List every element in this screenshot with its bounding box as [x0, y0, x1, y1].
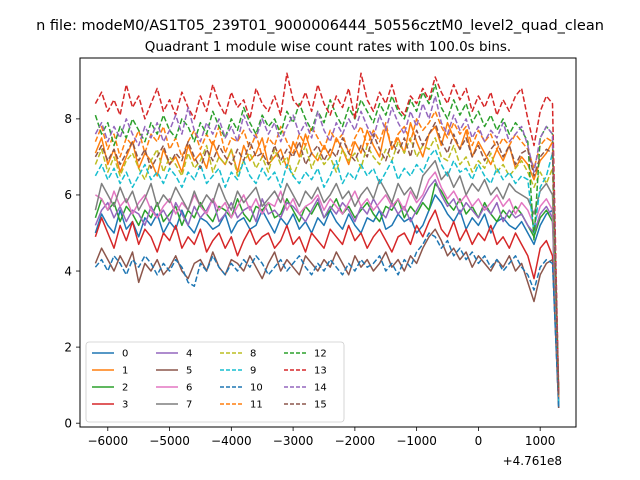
y-axis: 0 2 4 6 8: [64, 112, 80, 430]
series-line-12: [94, 83, 560, 393]
x-tick-label: −5000: [149, 434, 190, 448]
series-line-11: [94, 110, 560, 397]
series-line-13: [94, 72, 560, 393]
series-line-4: [94, 178, 560, 405]
series-line-7: [94, 159, 560, 401]
legend-label-14: 14: [314, 383, 327, 394]
legend-label-5: 5: [186, 366, 192, 377]
y-tick-label: 2: [64, 340, 72, 354]
axes-frame: [79, 57, 577, 428]
legend-label-3: 3: [122, 400, 128, 411]
x-tick-label: −3000: [273, 434, 314, 448]
legend-label-10: 10: [250, 383, 263, 394]
legend-label-11: 11: [250, 400, 263, 411]
legend-label-9: 9: [250, 366, 256, 377]
series-line-15: [94, 121, 560, 397]
y-tick-label: 8: [64, 112, 72, 126]
y-tick-label: 6: [64, 188, 72, 202]
series-line-3: [94, 209, 560, 405]
legend-label-13: 13: [314, 366, 327, 377]
series-line-8: [94, 137, 560, 397]
series-line-9: [94, 148, 560, 405]
chart-title: Quadrant 1 module wise count rates with …: [145, 39, 511, 55]
legend-label-1: 1: [122, 366, 128, 377]
x-tick-label: −1000: [396, 434, 437, 448]
series-layer: [94, 72, 560, 409]
x-axis: −6000 −5000 −4000 −3000 −2000 −1000 0 1000: [87, 427, 555, 448]
series-line-0: [94, 194, 560, 409]
x-tick-label: 0: [475, 434, 483, 448]
series-line-6: [95, 171, 560, 401]
series-line-10: [94, 232, 560, 409]
y-tick-label: 4: [64, 264, 72, 278]
legend-label-2: 2: [122, 383, 128, 394]
series-line-5: [94, 228, 560, 409]
x-tick-label: −6000: [87, 434, 128, 448]
x-tick-label: −2000: [335, 434, 376, 448]
legend-label-12: 12: [314, 349, 327, 360]
x-tick-label: −4000: [211, 434, 252, 448]
figure-suptitle: n file: modeM0/AS1T05_239T01_9000006444_…: [36, 18, 604, 34]
y-tick-label: 0: [64, 416, 72, 430]
x-tick-label: 1000: [525, 434, 556, 448]
legend-label-15: 15: [314, 400, 327, 411]
legend-label-8: 8: [250, 349, 256, 360]
series-line-14: [94, 95, 560, 397]
legend-label-4: 4: [186, 349, 192, 360]
x-offset-label: +4.761e8: [503, 454, 562, 468]
legend-label-0: 0: [122, 349, 128, 360]
legend-label-6: 6: [186, 383, 192, 394]
legend-label-7: 7: [186, 400, 192, 411]
legend-box: [85, 341, 345, 423]
